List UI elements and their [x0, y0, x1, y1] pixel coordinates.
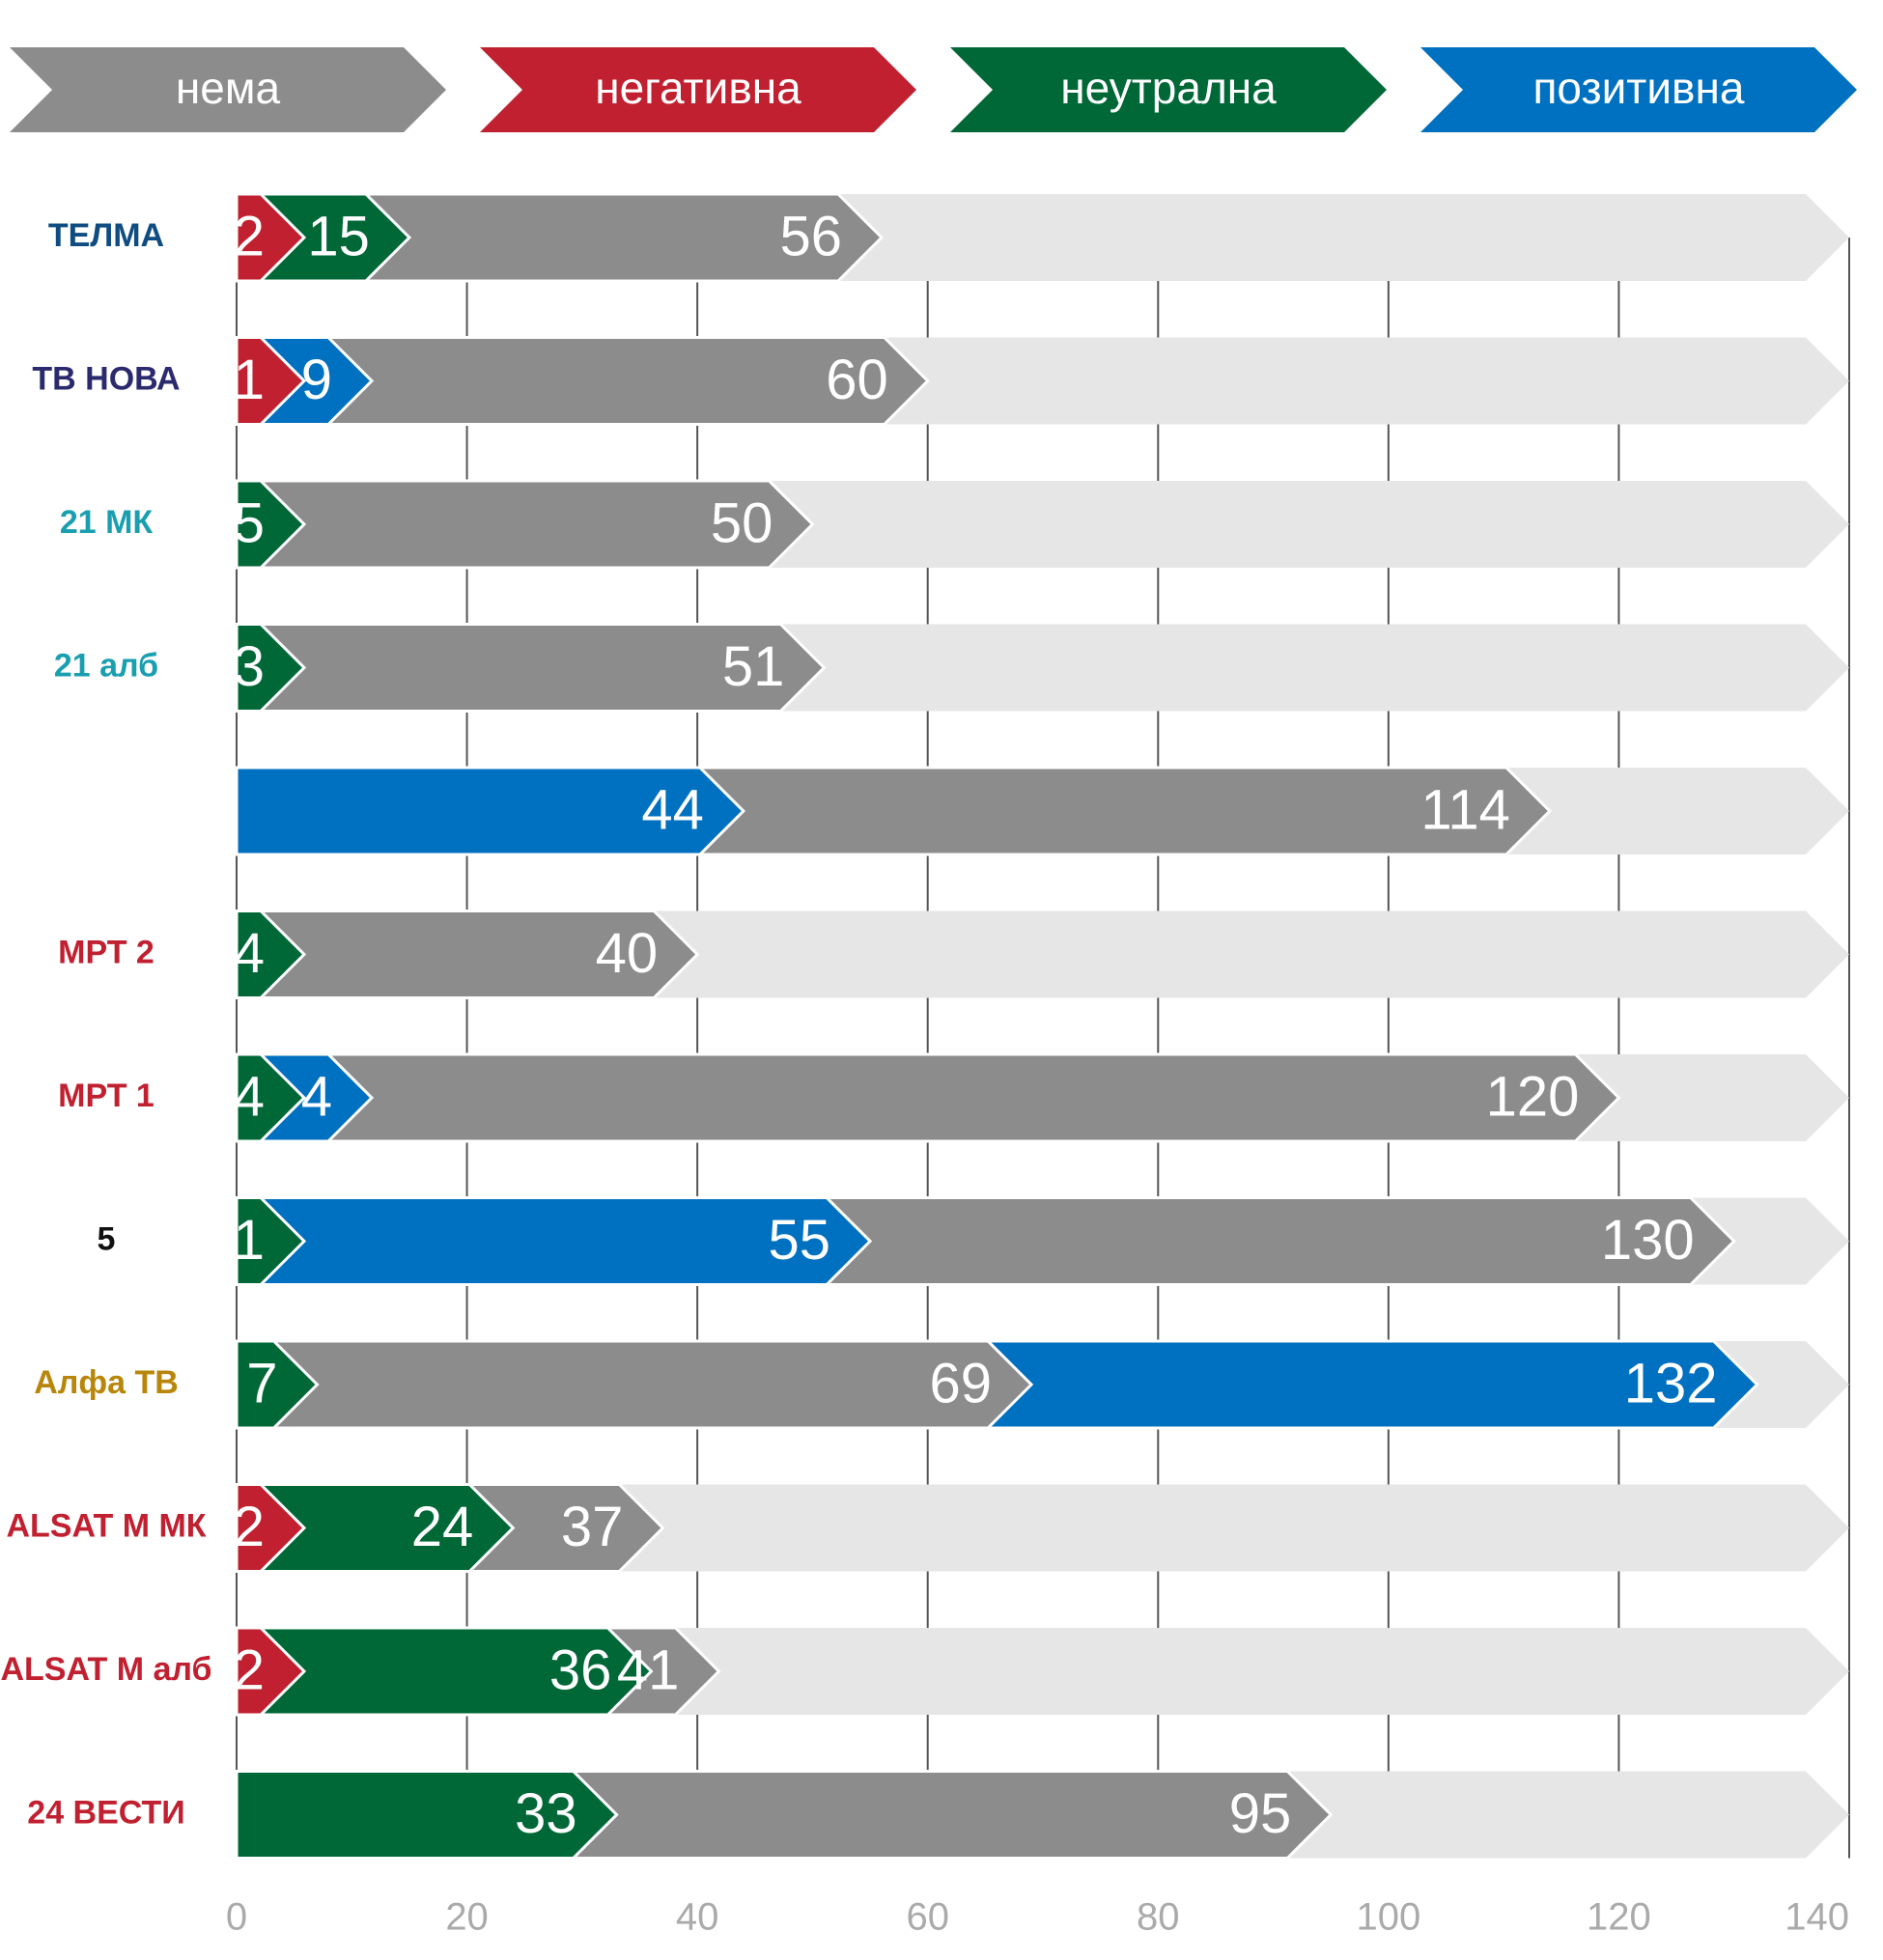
value-label: 60	[826, 349, 888, 411]
category-label: ТЕЛМА	[48, 217, 164, 254]
value-label: 41	[617, 1638, 680, 1701]
value-label: 37	[561, 1496, 624, 1558]
value-label: 132	[1624, 1352, 1718, 1414]
value-label: 4	[301, 1065, 332, 1128]
bar	[235, 1052, 1621, 1143]
bar	[235, 1196, 307, 1286]
x-tick-label: 20	[445, 1896, 489, 1939]
value-label: 95	[1229, 1782, 1292, 1845]
value-label: 2	[234, 205, 265, 267]
bar	[235, 1770, 619, 1860]
value-label: 56	[779, 205, 842, 267]
value-label: 4	[234, 1065, 265, 1128]
value-label: 7	[246, 1352, 277, 1414]
legend-swatch	[1420, 47, 1857, 132]
x-tick-label: 60	[906, 1896, 949, 1939]
bar	[235, 1483, 307, 1573]
value-label: 5	[234, 491, 265, 554]
legend-swatch	[950, 47, 1387, 132]
x-tick-label: 120	[1587, 1896, 1651, 1939]
value-label: 40	[596, 922, 659, 985]
legend-label: негативна	[595, 63, 801, 113]
value-label: 51	[722, 635, 785, 698]
value-label: 33	[515, 1782, 577, 1845]
bar	[235, 1339, 320, 1430]
x-tick-label: 40	[676, 1896, 719, 1939]
bar	[235, 192, 307, 283]
value-label: 120	[1486, 1065, 1580, 1128]
value-label: 55	[769, 1209, 831, 1272]
category-label: МРТ 2	[58, 934, 155, 970]
value-label: 1	[234, 1209, 265, 1272]
legend-label: нема	[176, 63, 281, 113]
legend-swatch	[480, 47, 916, 132]
bar	[235, 623, 307, 713]
bar	[235, 1052, 307, 1143]
category-label: МРТ 1	[58, 1078, 155, 1114]
value-label: 9	[301, 349, 332, 411]
value-label: 44	[641, 778, 704, 841]
value-label: 3	[234, 635, 265, 698]
value-label: 130	[1601, 1209, 1695, 1272]
value-label: 69	[930, 1352, 993, 1414]
bar	[235, 910, 307, 999]
x-tick-label: 140	[1785, 1896, 1849, 1939]
category-label: ТВ НОВА	[32, 360, 180, 397]
value-label: 36	[549, 1638, 612, 1701]
bar	[235, 336, 307, 426]
category-label: 5	[98, 1220, 116, 1257]
value-label: 2	[234, 1638, 265, 1701]
value-label: 15	[307, 205, 370, 267]
legend-swatch	[10, 47, 446, 132]
value-label: 114	[1420, 778, 1509, 841]
category-label: 24 ВЕСТИ	[27, 1794, 184, 1831]
bar	[235, 766, 745, 856]
bar	[235, 479, 307, 570]
category-label: Алфа ТВ	[34, 1364, 179, 1401]
x-tick-label: 100	[1356, 1896, 1420, 1939]
value-label: 2	[234, 1496, 265, 1558]
category-label: 21 МК	[60, 504, 154, 541]
bar	[235, 1339, 1034, 1430]
x-tick-label: 80	[1137, 1896, 1180, 1939]
value-label: 50	[711, 491, 773, 554]
category-label: ALSAT M алб	[0, 1651, 211, 1688]
value-label: 4	[234, 922, 265, 985]
value-label: 24	[411, 1496, 474, 1558]
x-tick-label: 0	[226, 1896, 247, 1939]
legend-label: неутрална	[1060, 63, 1277, 113]
category-label: 21 алб	[54, 647, 158, 684]
category-label: ALSAT M МК	[6, 1507, 206, 1544]
legend-label: позитивна	[1533, 63, 1745, 113]
bar	[235, 1626, 307, 1717]
value-label: 1	[234, 349, 265, 411]
